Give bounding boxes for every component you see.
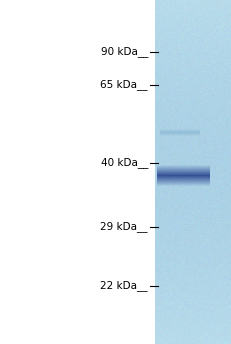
Text: 29 kDa__: 29 kDa__ xyxy=(100,222,148,233)
Text: 65 kDa__: 65 kDa__ xyxy=(100,79,148,90)
Text: 40 kDa__: 40 kDa__ xyxy=(101,158,148,169)
Text: 90 kDa__: 90 kDa__ xyxy=(101,46,148,57)
Text: 22 kDa__: 22 kDa__ xyxy=(100,281,148,291)
